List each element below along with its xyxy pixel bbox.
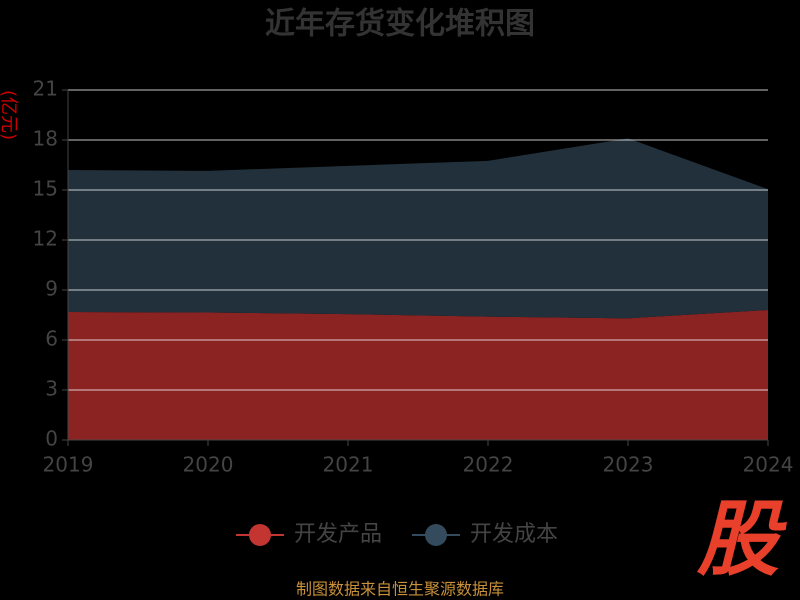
y-tick-label: 15 [33, 177, 58, 201]
y-axis-label: (亿元) [0, 90, 19, 140]
y-tick-label: 18 [33, 127, 58, 151]
legend-marker [249, 524, 271, 546]
y-tick-label: 6 [45, 327, 58, 351]
y-tick-label: 21 [33, 77, 58, 101]
area [68, 138, 768, 319]
x-tick-label: 2020 [183, 453, 234, 477]
y-tick-label: 12 [33, 227, 58, 251]
legend-label: 开发产品 [294, 522, 382, 547]
watermark: 股 [696, 492, 787, 587]
area [68, 310, 768, 440]
y-tick-label: 3 [45, 377, 58, 401]
legend-marker [425, 524, 447, 546]
x-tick-label: 2022 [463, 453, 514, 477]
chart-title: 近年存货变化堆积图 [265, 7, 535, 42]
legend-label: 开发成本 [470, 522, 558, 547]
y-tick-label: 0 [45, 427, 58, 451]
x-tick-label: 2023 [603, 453, 654, 477]
source-note: 制图数据来自恒生聚源数据库 [296, 580, 504, 599]
x-tick-label: 2024 [743, 453, 794, 477]
y-tick-label: 9 [45, 277, 58, 301]
x-tick-label: 2019 [43, 453, 94, 477]
x-tick-label: 2021 [323, 453, 374, 477]
